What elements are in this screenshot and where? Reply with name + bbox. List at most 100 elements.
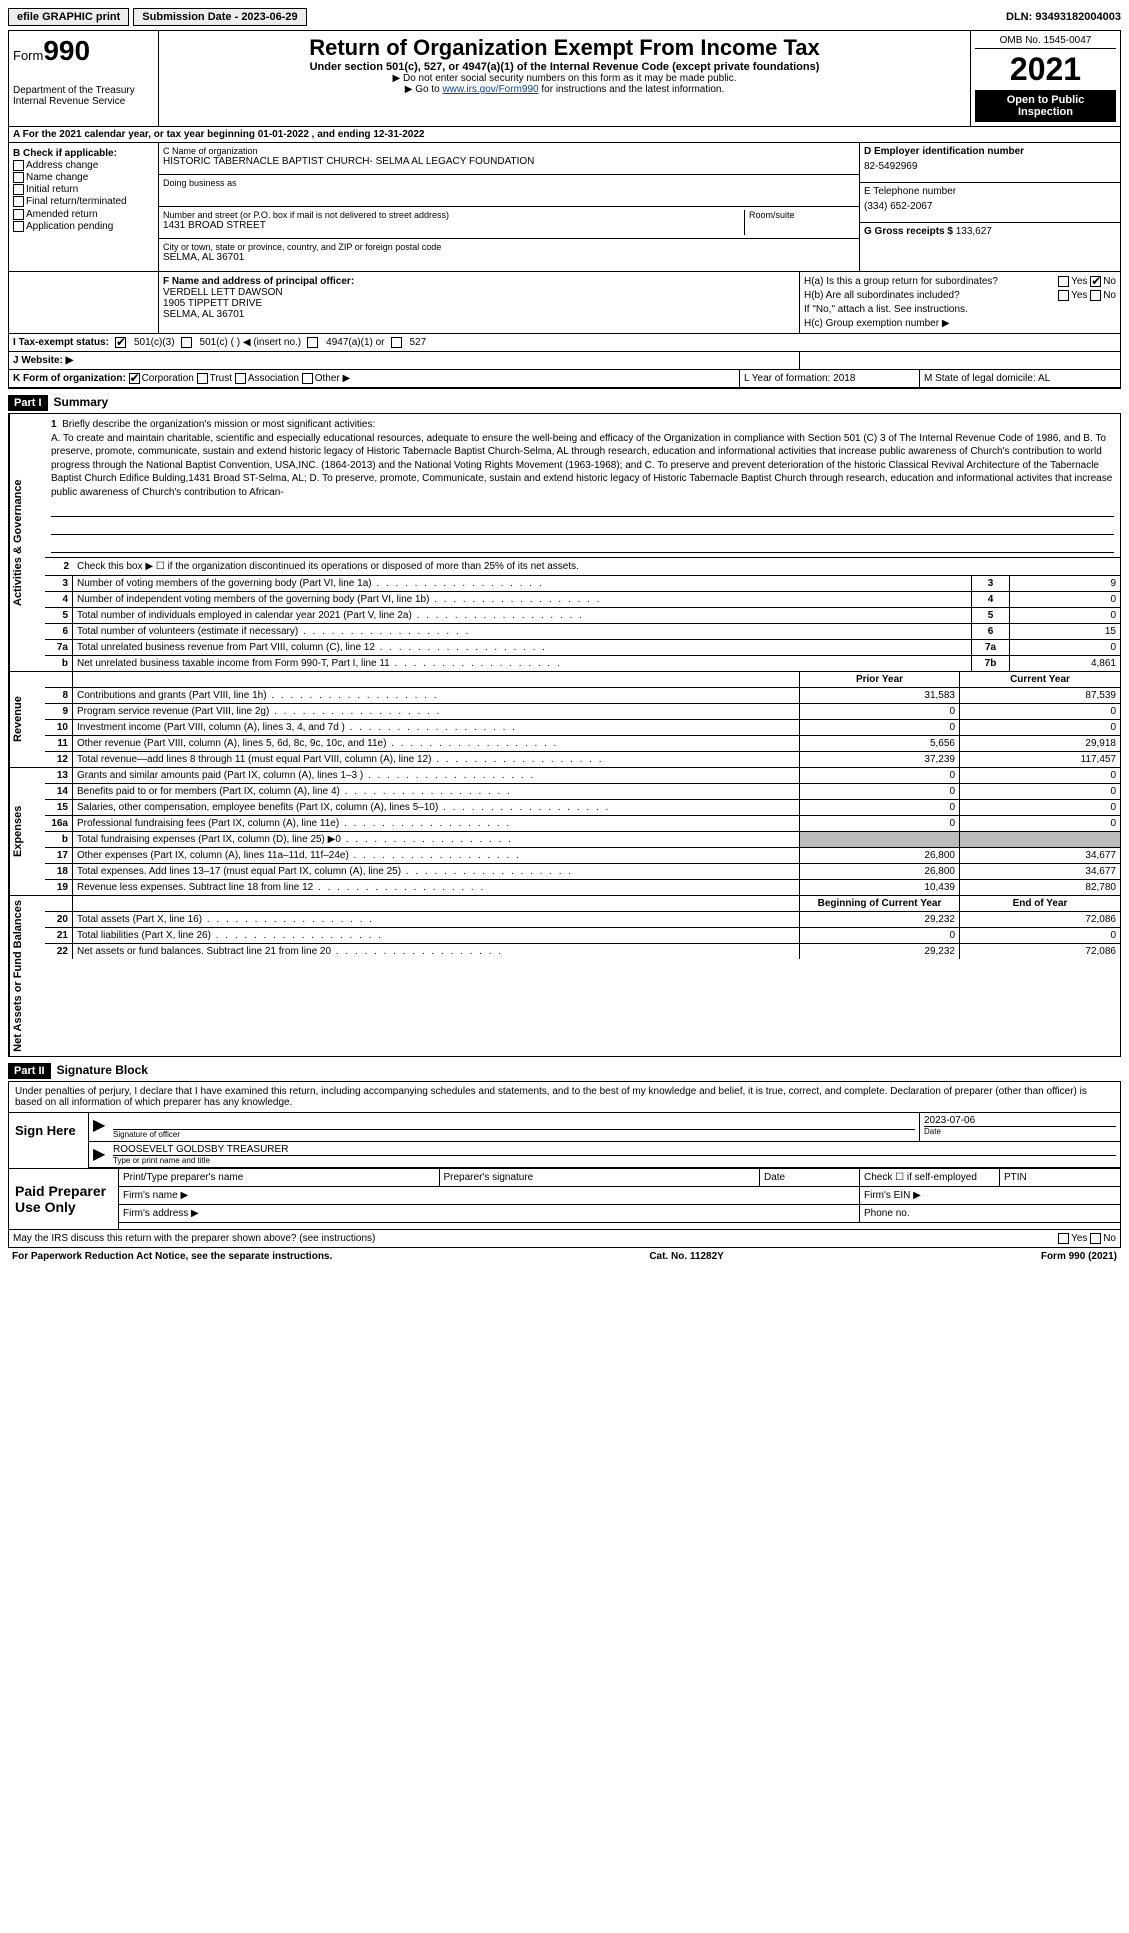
govline-text: Total unrelated business revenue from Pa… xyxy=(73,640,972,655)
ha-no[interactable] xyxy=(1090,276,1101,287)
sig-arrow2: ▶ xyxy=(89,1142,109,1167)
part1-header: Part ISummary xyxy=(8,389,1121,411)
fin-current: 117,457 xyxy=(960,752,1120,767)
fin-text: Total expenses. Add lines 13–17 (must eq… xyxy=(73,864,800,879)
prep-date-label: Date xyxy=(760,1169,860,1186)
netassets-content: Beginning of Current Year End of Year 20… xyxy=(45,896,1120,1056)
efile-print-button[interactable]: efile GRAPHIC print xyxy=(8,8,129,26)
fin-row: 20 Total assets (Part X, line 16) 29,232… xyxy=(45,912,1120,927)
fin-row: 21 Total liabilities (Part X, line 26) 0… xyxy=(45,927,1120,943)
may-irs-text: May the IRS discuss this return with the… xyxy=(13,1233,375,1244)
fin-current: 0 xyxy=(960,704,1120,719)
govline-val: 0 xyxy=(1010,640,1120,655)
perjury-text: Under penalties of perjury, I declare th… xyxy=(9,1082,1120,1112)
tel-label: E Telephone number xyxy=(864,186,1116,197)
footer-right: Form 990 (2021) xyxy=(1041,1251,1117,1262)
cb-501c[interactable] xyxy=(181,337,192,348)
header-right: OMB No. 1545-0047 2021 Open to Public In… xyxy=(970,31,1120,126)
section-fh: F Name and address of principal officer:… xyxy=(9,271,1120,333)
cb-corp[interactable] xyxy=(129,373,140,384)
cb-other[interactable] xyxy=(302,373,313,384)
govline-row: 3 Number of voting members of the govern… xyxy=(45,575,1120,591)
row-j-website: J Website: ▶ xyxy=(9,352,800,369)
fin-text: Total fundraising expenses (Part IX, col… xyxy=(73,832,800,847)
irs-link[interactable]: www.irs.gov/Form990 xyxy=(442,84,538,95)
fin-text: Benefits paid to or for members (Part IX… xyxy=(73,784,800,799)
cb-application-pending[interactable]: Application pending xyxy=(13,221,154,232)
fin-row: 15 Salaries, other compensation, employe… xyxy=(45,799,1120,815)
may-irs-yes[interactable] xyxy=(1058,1233,1069,1244)
col-d: D Employer identification number 82-5492… xyxy=(860,143,1120,271)
cb-address-change[interactable]: Address change xyxy=(13,160,154,171)
fin-row: 8 Contributions and grants (Part VIII, l… xyxy=(45,688,1120,703)
cb-527[interactable] xyxy=(391,337,402,348)
side-expenses: Expenses xyxy=(9,768,45,895)
hb-note: If "No," attach a list. See instructions… xyxy=(804,304,1116,315)
fin-current: 0 xyxy=(960,784,1120,799)
row-hc-dup xyxy=(800,352,1120,369)
phone-label: Phone no. xyxy=(860,1205,1120,1222)
fin-row: 13 Grants and similar amounts paid (Part… xyxy=(45,768,1120,783)
mission-line1 xyxy=(51,505,1114,517)
firm-ein-label: Firm's EIN ▶ xyxy=(860,1187,1120,1204)
cb-trust[interactable] xyxy=(197,373,208,384)
fin-prior: 10,439 xyxy=(800,880,960,895)
line2-row: 2 Check this box ▶ ☐ if the organization… xyxy=(45,557,1120,575)
note-ssn: ▶ Do not enter social security numbers o… xyxy=(163,73,966,84)
fin-prior: 37,239 xyxy=(800,752,960,767)
gross-value: 133,627 xyxy=(956,226,992,237)
page-footer: For Paperwork Reduction Act Notice, see … xyxy=(8,1248,1121,1265)
cb-4947[interactable] xyxy=(307,337,318,348)
hdr-current-year: Current Year xyxy=(960,672,1120,687)
revenue-block: Revenue Prior Year Current Year 8 Contri… xyxy=(8,672,1121,768)
fin-row: b Total fundraising expenses (Part IX, c… xyxy=(45,831,1120,847)
row-klm: K Form of organization: Corporation Trus… xyxy=(9,369,1120,388)
form-title: Return of Organization Exempt From Incom… xyxy=(163,35,966,61)
netassets-block: Net Assets or Fund Balances Beginning of… xyxy=(8,896,1121,1057)
fin-row: 19 Revenue less expenses. Subtract line … xyxy=(45,879,1120,895)
sig-date-value: 2023-07-06 xyxy=(924,1115,1116,1126)
sig-name-value: ROOSEVELT GOLDSBY TREASURER xyxy=(113,1144,1116,1155)
side-netassets: Net Assets or Fund Balances xyxy=(9,896,45,1056)
section-bcd: B Check if applicable: Address change Na… xyxy=(9,143,1120,271)
cb-amended-return[interactable]: Amended return xyxy=(13,209,154,220)
mission-lead: Briefly describe the organization's miss… xyxy=(62,419,375,430)
col-f-spacer xyxy=(9,272,159,333)
fin-row: 22 Net assets or fund balances. Subtract… xyxy=(45,943,1120,959)
submission-date-button[interactable]: Submission Date - 2023-06-29 xyxy=(133,8,306,26)
cb-assoc[interactable] xyxy=(235,373,246,384)
exempt-label: I Tax-exempt status: xyxy=(13,337,109,348)
fin-prior: 29,232 xyxy=(800,912,960,927)
preparer-rows: Print/Type preparer's name Preparer's si… xyxy=(119,1169,1120,1229)
prep-row3: Firm's address ▶ Phone no. xyxy=(119,1205,1120,1223)
govline-num: 7a xyxy=(45,640,73,655)
cb-501c3[interactable] xyxy=(115,337,126,348)
part2-header: Part IISignature Block xyxy=(8,1057,1121,1079)
govline-key: 7a xyxy=(972,640,1010,655)
row-a-taxyear: A For the 2021 calendar year, or tax yea… xyxy=(9,127,1120,143)
city-row: City or town, state or province, country… xyxy=(159,239,859,271)
part2-title: Signature Block xyxy=(57,1063,148,1077)
row-k: K Form of organization: Corporation Trus… xyxy=(9,370,740,387)
may-irs-no[interactable] xyxy=(1090,1233,1101,1244)
govline-val: 9 xyxy=(1010,576,1120,591)
tel-cell: E Telephone number (334) 652-2067 xyxy=(860,183,1120,223)
fin-num: 15 xyxy=(45,800,73,815)
fin-row: 11 Other revenue (Part VIII, column (A),… xyxy=(45,735,1120,751)
fin-row: 12 Total revenue—add lines 8 through 11 … xyxy=(45,751,1120,767)
row-m: M State of legal domicile: AL xyxy=(920,370,1120,387)
cb-final-return[interactable]: Final return/terminated xyxy=(13,196,154,207)
fin-num: 16a xyxy=(45,816,73,831)
govline-key: 7b xyxy=(972,656,1010,671)
ein-label: D Employer identification number xyxy=(864,146,1116,157)
govline-num: 6 xyxy=(45,624,73,639)
col-b: B Check if applicable: Address change Na… xyxy=(9,143,159,271)
govline-row: b Net unrelated business taxable income … xyxy=(45,655,1120,671)
hb-yes[interactable] xyxy=(1058,290,1069,301)
hb-no[interactable] xyxy=(1090,290,1101,301)
cb-name-change[interactable]: Name change xyxy=(13,172,154,183)
addr-label: Number and street (or P.O. box if mail i… xyxy=(163,210,740,220)
ha-yes[interactable] xyxy=(1058,276,1069,287)
ha-row: H(a) Is this a group return for subordin… xyxy=(804,276,1116,287)
cb-initial-return[interactable]: Initial return xyxy=(13,184,154,195)
